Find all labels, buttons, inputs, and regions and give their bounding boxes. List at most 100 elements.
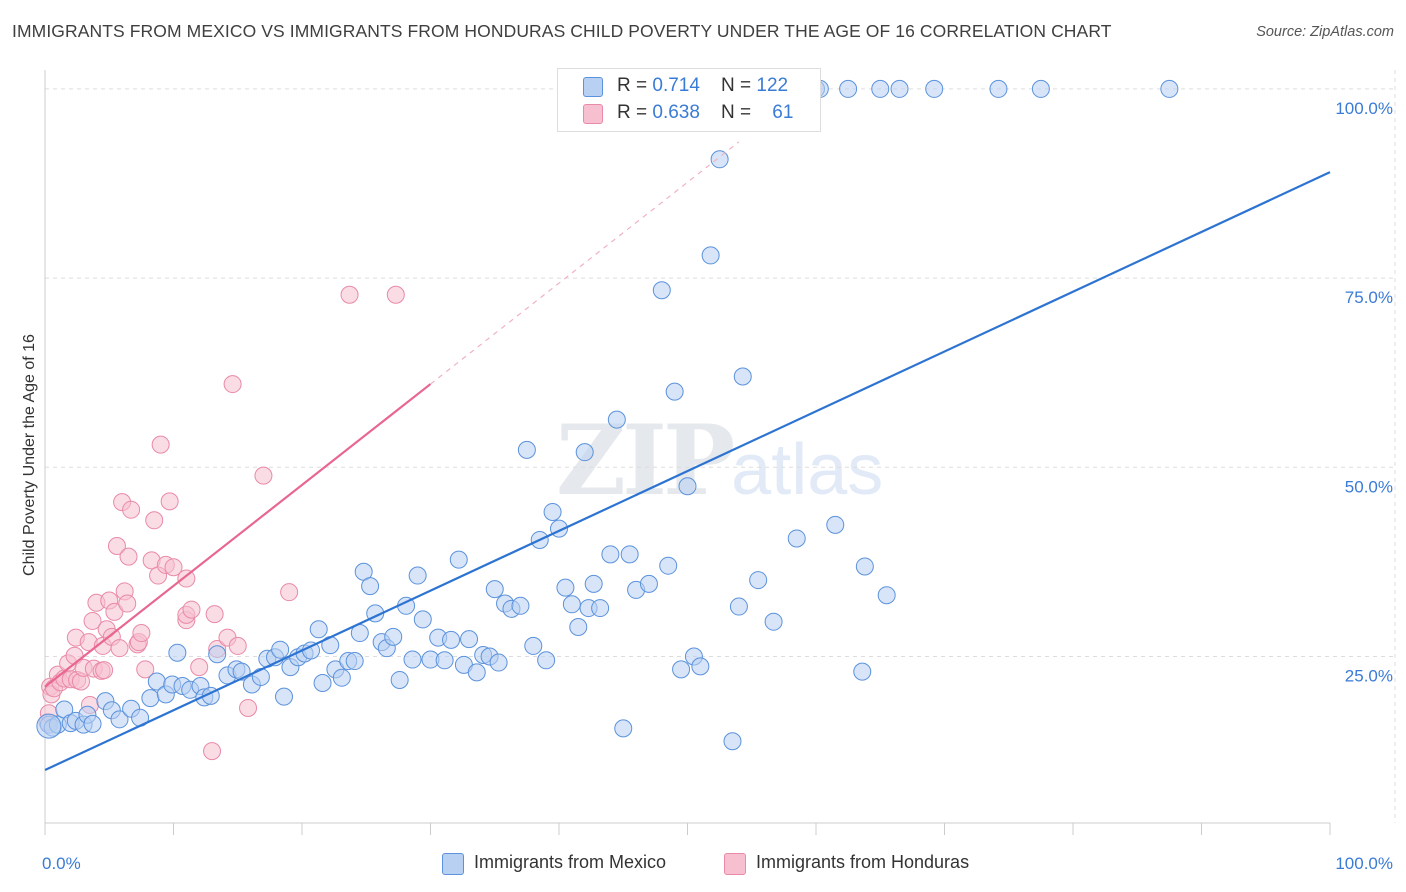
mexico-point <box>1160 79 1179 98</box>
n-value-honduras: 61 <box>772 102 794 123</box>
legend-swatch-honduras <box>583 104 603 124</box>
mexico-point <box>871 79 890 98</box>
bottom-legend-label-mexico: Immigrants from Mexico <box>474 852 667 872</box>
r-value-honduras: 0.638 <box>652 102 700 123</box>
honduras-point <box>190 658 209 677</box>
mexico-point <box>723 732 742 751</box>
honduras-point <box>386 285 405 304</box>
mexico-point <box>678 477 697 496</box>
honduras-points <box>38 285 405 761</box>
mexico-point <box>562 595 581 614</box>
honduras-point <box>145 511 164 530</box>
r-label: R = <box>617 75 653 96</box>
mexico-points <box>36 79 1179 751</box>
honduras-point <box>107 537 126 556</box>
trend-lines <box>44 141 1331 772</box>
r-label: R = <box>617 102 653 123</box>
honduras-point <box>110 639 129 658</box>
mexico-point <box>408 566 427 585</box>
mexico-point <box>83 714 102 733</box>
legend-text-mexico: R = 0.714 N = 122 <box>617 75 788 97</box>
mexico-point <box>251 667 270 686</box>
mexico-point <box>839 79 858 98</box>
correlation-legend: R = 0.714 N = 122 R = 0.638 N = 61 <box>557 68 821 132</box>
x-tick-label-max: 100.0% <box>1335 854 1393 873</box>
y-tick-label: 100.0% <box>1335 99 1393 118</box>
mexico-point <box>332 668 351 687</box>
mexico-point <box>659 556 678 575</box>
mexico-point <box>607 410 626 429</box>
mexico-point <box>543 502 562 521</box>
mexico-point <box>614 719 633 738</box>
chart-title: IMMIGRANTS FROM MEXICO VS IMMIGRANTS FRO… <box>12 21 1112 41</box>
mexico-point <box>691 657 710 676</box>
mexico-point <box>208 645 227 664</box>
mexico-point <box>672 660 691 679</box>
mexico-point <box>36 713 62 739</box>
honduras-point <box>118 594 137 613</box>
mexico-point <box>517 440 536 459</box>
mexico-point <box>749 571 768 590</box>
honduras-point <box>136 660 155 679</box>
honduras-point <box>182 600 201 619</box>
honduras-point <box>164 558 183 577</box>
mexico-point <box>413 610 432 629</box>
mexico-point <box>890 79 909 98</box>
honduras-trend-line <box>44 383 432 688</box>
honduras-point <box>223 375 242 394</box>
honduras-point <box>254 466 273 485</box>
mexico-point <box>271 640 290 659</box>
mexico-trend-line <box>44 171 1331 772</box>
mexico-point <box>403 650 422 669</box>
honduras-point <box>205 605 224 624</box>
mexico-point <box>141 689 160 708</box>
honduras-point <box>228 636 247 655</box>
mexico-point <box>467 663 486 682</box>
mexico-point <box>485 580 504 599</box>
honduras-point <box>239 698 258 717</box>
mexico-point <box>168 643 187 662</box>
honduras-point <box>280 583 299 602</box>
mexico-point <box>110 710 129 729</box>
mexico-point <box>569 617 588 636</box>
mexico-point <box>701 246 720 265</box>
mexico-point <box>710 150 729 169</box>
x-tick-label-min: 0.0% <box>42 854 81 873</box>
source-label: Source: ZipAtlas.com <box>1256 24 1394 40</box>
mexico-point <box>313 673 332 692</box>
bottom-legend-label-honduras: Immigrants from Honduras <box>756 852 970 872</box>
legend-text-honduras: R = 0.638 N = 61 <box>617 102 793 124</box>
mexico-point <box>384 627 403 646</box>
mexico-point <box>665 382 684 401</box>
mexico-point <box>575 443 594 462</box>
mexico-point <box>601 545 620 564</box>
mexico-point <box>309 620 328 639</box>
mexico-point <box>390 670 409 689</box>
honduras-point <box>95 661 114 680</box>
bottom-swatch-mexico <box>442 853 464 875</box>
mexico-point <box>460 630 479 649</box>
mexico-point <box>989 79 1008 98</box>
mexico-point <box>591 599 610 618</box>
mexico-point <box>925 79 944 98</box>
mexico-point <box>639 574 658 593</box>
mexico-point <box>489 653 508 672</box>
mexico-point <box>826 515 845 534</box>
mexico-point <box>620 545 639 564</box>
n-value-mexico: 122 <box>756 75 789 96</box>
mexico-point <box>361 577 380 596</box>
mexico-point <box>764 612 783 631</box>
mexico-point <box>435 651 454 670</box>
mexico-point <box>537 651 556 670</box>
y-tick-label: 50.0% <box>1345 477 1393 496</box>
watermark-atlas: atlas <box>731 430 884 510</box>
honduras-point <box>203 742 222 761</box>
honduras-point <box>119 547 138 566</box>
legend-swatch-mexico <box>583 77 603 97</box>
mexico-point <box>652 281 671 300</box>
r-value-mexico: 0.714 <box>652 75 700 96</box>
n-label: N = <box>721 75 757 96</box>
mexico-point <box>877 586 896 605</box>
y-tick-label: 25.0% <box>1345 667 1393 686</box>
